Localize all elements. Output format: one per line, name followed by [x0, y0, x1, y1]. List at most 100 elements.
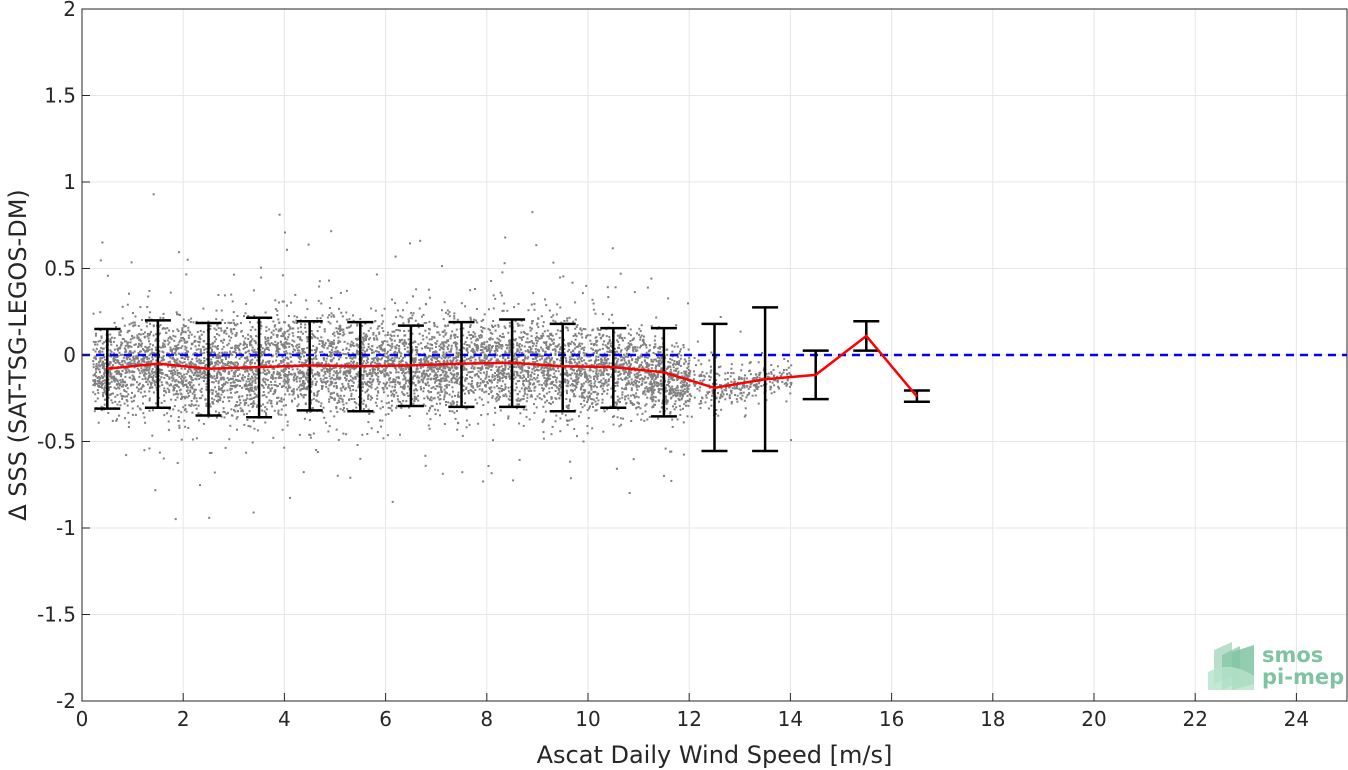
- scatter-point: [505, 352, 508, 355]
- scatter-point: [500, 384, 503, 387]
- scatter-point: [122, 356, 125, 359]
- scatter-point: [401, 391, 404, 394]
- scatter-point: [107, 378, 110, 381]
- scatter-point: [312, 397, 315, 400]
- scatter-point: [102, 391, 105, 394]
- scatter-point: [120, 375, 122, 378]
- scatter-point: [476, 373, 478, 375]
- scatter-point: [214, 410, 217, 413]
- scatter-point: [640, 334, 643, 337]
- scatter-point: [304, 393, 307, 396]
- scatter-point: [229, 389, 232, 391]
- scatter-point: [148, 376, 151, 379]
- scatter-point: [369, 385, 372, 388]
- scatter-point: [251, 406, 254, 409]
- scatter-point: [502, 355, 505, 358]
- scatter-point: [205, 385, 208, 388]
- scatter-point: [622, 353, 625, 356]
- scatter-point: [652, 385, 655, 388]
- scatter-point: [320, 302, 323, 305]
- scatter-point: [252, 420, 255, 423]
- scatter-point: [292, 327, 295, 330]
- scatter-point: [92, 384, 95, 386]
- scatter-point: [407, 318, 410, 321]
- scatter-point: [495, 400, 498, 403]
- scatter-point: [102, 379, 105, 382]
- scatter-point: [683, 403, 686, 406]
- scatter-point: [541, 332, 544, 335]
- scatter-point: [304, 402, 307, 405]
- scatter-point: [307, 243, 310, 246]
- scatter-point: [679, 408, 682, 411]
- scatter-point: [133, 378, 136, 381]
- scatter-point: [389, 358, 391, 361]
- scatter-point: [687, 404, 690, 407]
- scatter-point: [160, 346, 163, 349]
- scatter-point: [415, 396, 418, 399]
- scatter-point: [363, 381, 366, 384]
- scatter-point: [264, 338, 267, 341]
- scatter-point: [99, 382, 102, 385]
- scatter-point: [382, 348, 385, 351]
- scatter-point: [283, 378, 286, 381]
- scatter-point: [622, 356, 624, 359]
- scatter-point: [296, 322, 298, 324]
- scatter-point: [366, 348, 369, 351]
- scatter-point: [365, 404, 368, 407]
- scatter-point: [403, 372, 406, 375]
- scatter-point: [730, 392, 733, 395]
- scatter-point: [190, 400, 193, 402]
- scatter-point: [92, 374, 95, 377]
- scatter-point: [370, 349, 373, 352]
- scatter-point: [602, 374, 605, 376]
- scatter-point: [451, 376, 454, 379]
- scatter-point: [462, 359, 465, 362]
- scatter-point: [356, 444, 359, 446]
- scatter-point: [186, 396, 189, 399]
- scatter-point: [457, 391, 460, 394]
- scatter-point: [158, 371, 161, 374]
- scatter-point: [597, 381, 600, 384]
- scatter-point: [93, 357, 96, 360]
- scatter-point: [276, 335, 279, 338]
- scatter-point: [507, 357, 509, 359]
- scatter-point: [158, 356, 161, 359]
- scatter-point: [299, 358, 302, 361]
- scatter-point: [645, 366, 648, 369]
- scatter-point: [361, 386, 364, 389]
- scatter-point: [330, 348, 333, 351]
- scatter-point: [278, 375, 281, 378]
- scatter-point: [485, 347, 488, 350]
- scatter-point: [497, 325, 500, 328]
- scatter-point: [174, 349, 177, 351]
- scatter-point: [552, 319, 555, 322]
- scatter-point: [441, 354, 444, 357]
- scatter-point: [302, 380, 304, 382]
- scatter-point: [416, 349, 419, 352]
- scatter-point: [563, 320, 566, 322]
- scatter-point: [575, 326, 578, 328]
- scatter-point: [273, 409, 276, 412]
- scatter-point: [224, 381, 227, 384]
- scatter-point: [275, 359, 278, 362]
- scatter-point: [523, 369, 526, 372]
- scatter-point: [370, 307, 373, 310]
- scatter-point: [223, 396, 226, 399]
- scatter-point: [370, 383, 373, 386]
- scatter-point: [374, 368, 376, 371]
- scatter-point: [324, 372, 327, 375]
- scatter-point: [519, 376, 522, 379]
- scatter-point: [272, 436, 275, 439]
- scatter-point: [165, 381, 168, 384]
- scatter-point: [389, 344, 392, 347]
- scatter-point: [676, 393, 679, 396]
- scatter-point: [354, 367, 357, 370]
- scatter-point: [483, 359, 486, 362]
- scatter-point: [260, 266, 262, 269]
- scatter-point: [578, 343, 581, 346]
- scatter-point: [474, 335, 477, 338]
- scatter-point: [407, 319, 410, 322]
- scatter-point: [471, 385, 474, 388]
- scatter-point: [248, 352, 251, 355]
- scatter-point: [534, 365, 537, 368]
